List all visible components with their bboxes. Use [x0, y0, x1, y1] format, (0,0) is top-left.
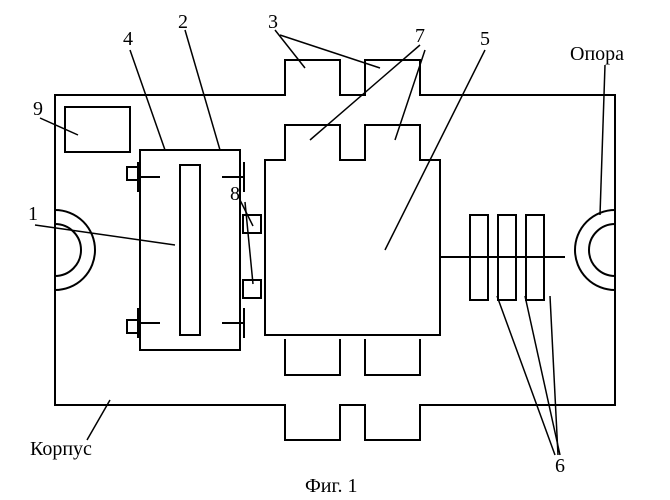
tab [285, 405, 340, 440]
tab [285, 60, 340, 95]
callout-5: 5 [480, 28, 490, 50]
label-corpus: Корпус [30, 438, 92, 460]
callout-2: 2 [178, 11, 188, 33]
tab [365, 125, 420, 160]
tab [365, 340, 420, 375]
tab [365, 405, 420, 440]
callout-1: 1 [28, 203, 38, 225]
label-opora: Опора [570, 43, 624, 65]
callout-9: 9 [33, 98, 43, 120]
diagram-svg: 1 2 3 4 5 6 7 8 9 Корпус Опора Фиг. 1 [0, 0, 670, 500]
tab [285, 125, 340, 160]
figure-caption: Фиг. 1 [305, 475, 357, 497]
callout-7: 7 [415, 25, 425, 47]
callout-6: 6 [555, 455, 565, 477]
callout-4: 4 [123, 28, 133, 50]
callout-3: 3 [268, 11, 278, 33]
tab [285, 340, 340, 375]
callout-8: 8 [230, 183, 240, 205]
